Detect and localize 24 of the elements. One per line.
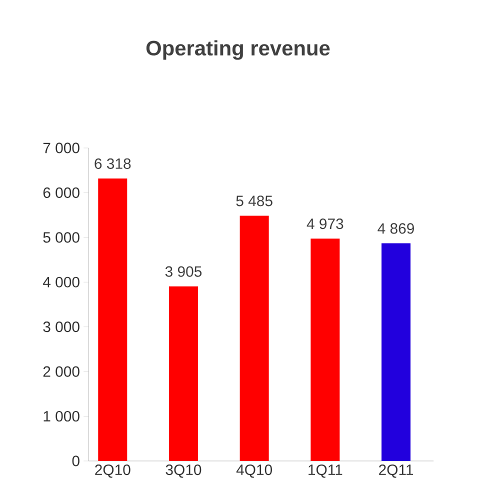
x-tick-label: 2Q10	[95, 464, 130, 478]
data-label: 6 318	[94, 158, 131, 169]
bar	[240, 216, 269, 461]
chart-title: Operating revenue	[146, 40, 330, 60]
x-tick-label: 3Q10	[166, 464, 202, 478]
bar	[98, 178, 128, 461]
y-tick-label: 1 000	[44, 410, 80, 422]
data-label: 3 905	[165, 266, 202, 277]
y-tick-label: 0	[72, 456, 80, 466]
data-label: 4 973	[306, 218, 344, 230]
x-tick-label: 4Q10	[236, 464, 272, 478]
data-label: 5 485	[236, 196, 272, 206]
bar	[310, 238, 340, 461]
bar	[382, 243, 411, 461]
y-tick-label: 5 000	[43, 232, 80, 243]
y-tick-label: 7 000	[43, 142, 80, 154]
x-tick-label: 2Q11	[379, 464, 414, 478]
y-tick-label: 2 000	[43, 366, 80, 377]
y-tick-label: 3 000	[43, 322, 80, 332]
bar	[168, 286, 198, 461]
data-label: 4 869	[378, 223, 414, 234]
y-tick-label: 4 000	[42, 276, 80, 288]
y-tick-label: 6 000	[43, 187, 80, 198]
x-tick-label: 1Q11	[308, 464, 342, 478]
